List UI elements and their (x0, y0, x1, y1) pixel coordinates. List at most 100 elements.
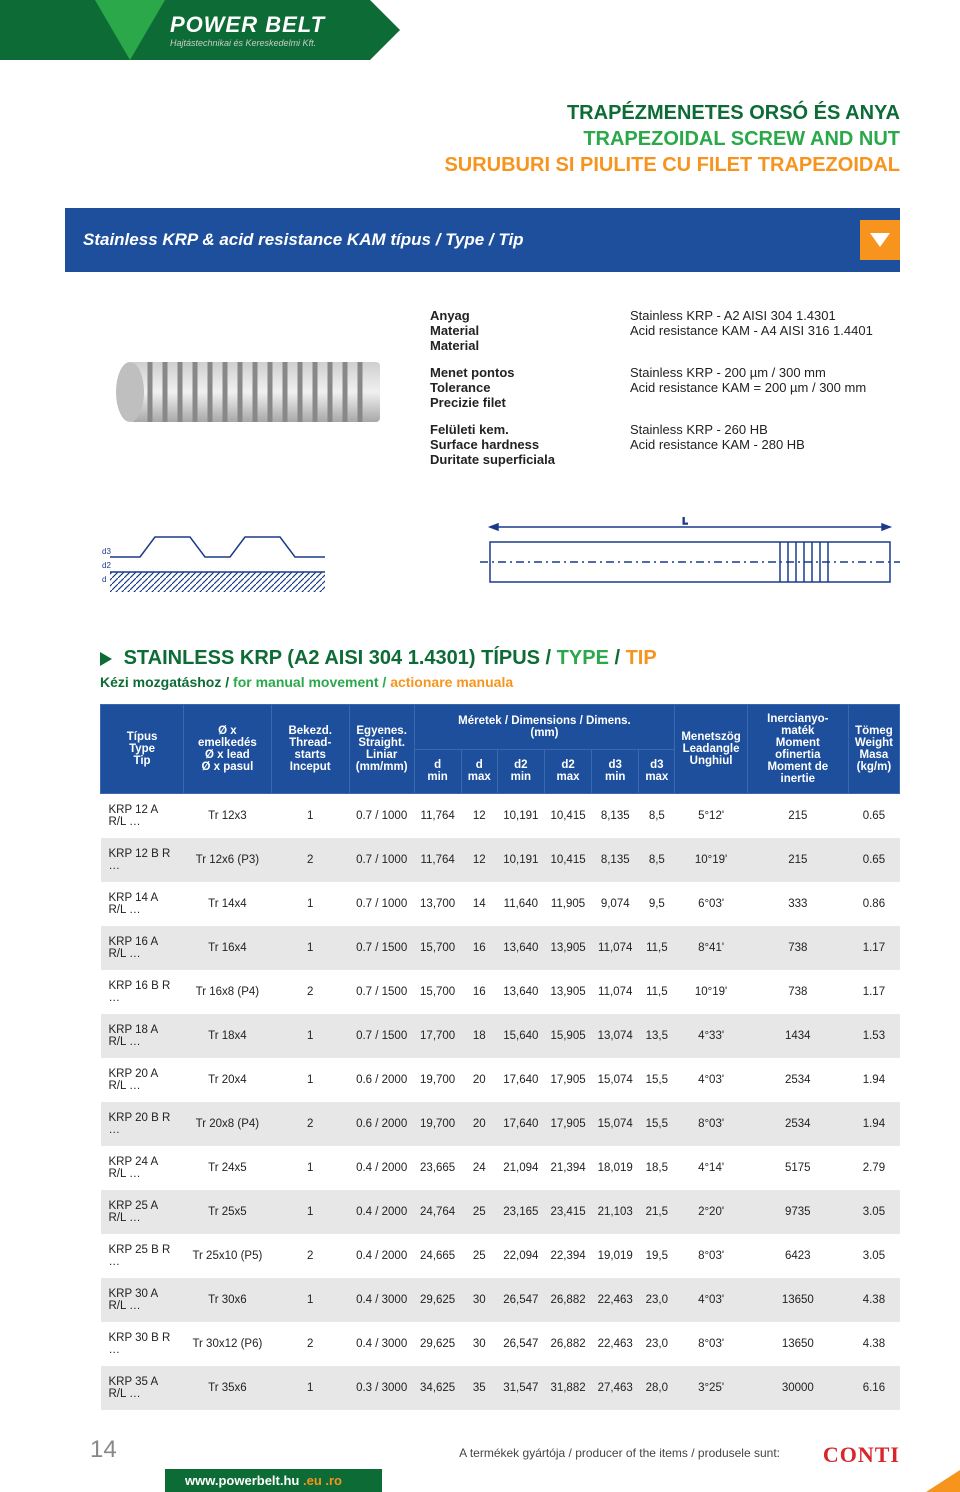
table-row: KRP 18 A R/L …Tr 18x410.7 / 150017,70018… (101, 1014, 900, 1058)
svg-text:d3: d3 (102, 547, 111, 556)
table-cell: Tr 25x5 (184, 1190, 272, 1234)
table-cell: KRP 16 B R … (101, 970, 184, 1014)
table-cell: 8,5 (639, 794, 675, 839)
table-cell: 15,5 (639, 1102, 675, 1146)
table-cell: KRP 25 A R/L … (101, 1190, 184, 1234)
title-ro: SURUBURI SI PIULITE CU FILET TRAPEZOIDAL (0, 152, 900, 178)
title-en: TRAPEZOIDAL SCREW AND NUT (0, 126, 900, 152)
page-number: 14 (90, 1436, 117, 1464)
spec-values: Stainless KRP - 260 HBAcid resistance KA… (630, 422, 900, 467)
table-cell: 0.4 / 2000 (349, 1146, 414, 1190)
table-cell: 0.4 / 3000 (349, 1278, 414, 1322)
table-cell: 0.4 / 2000 (349, 1190, 414, 1234)
table-cell: 1 (271, 1366, 349, 1410)
table-cell: 11,5 (639, 926, 675, 970)
table-cell: 0.3 / 3000 (349, 1366, 414, 1410)
table-cell: 4.38 (848, 1278, 899, 1322)
table-cell: 5°12' (675, 794, 747, 839)
table-cell: 8,5 (639, 838, 675, 882)
table-cell: 9,074 (592, 882, 639, 926)
table-cell: 25 (461, 1190, 497, 1234)
table-cell: KRP 25 B R … (101, 1234, 184, 1278)
table-cell: 4°14' (675, 1146, 747, 1190)
table-cell: 26,882 (544, 1322, 591, 1366)
table-cell: 14 (461, 882, 497, 926)
section-title-en: TYPE (557, 647, 609, 669)
footer: 14 A termékek gyártója / producer of the… (0, 1442, 960, 1492)
table-cell: 10,191 (497, 838, 544, 882)
table-cell: Tr 25x10 (P5) (184, 1234, 272, 1278)
table-cell: 13,5 (639, 1014, 675, 1058)
table-cell: KRP 24 A R/L … (101, 1146, 184, 1190)
table-cell: 13,640 (497, 970, 544, 1014)
table-cell: 0.4 / 2000 (349, 1234, 414, 1278)
spec-labels: Felületi kem.Surface hardnessDuritate su… (430, 422, 630, 467)
table-body: KRP 12 A R/L …Tr 12x310.7 / 100011,76412… (101, 794, 900, 1411)
table-cell: 2534 (747, 1102, 848, 1146)
table-cell: 15,640 (497, 1014, 544, 1058)
logo-block: POWER BELT Hajtástechnikai és Kereskedel… (170, 12, 325, 48)
table-cell: 24 (461, 1146, 497, 1190)
col-dim-sub: d2max (544, 749, 591, 794)
table-cell: 19,019 (592, 1234, 639, 1278)
logo-main: POWER BELT (170, 12, 325, 38)
table-cell: 16 (461, 926, 497, 970)
table-cell: 31,547 (497, 1366, 544, 1410)
table-cell: 10,415 (544, 838, 591, 882)
table-cell: Tr 20x4 (184, 1058, 272, 1102)
table-cell: 8°03' (675, 1102, 747, 1146)
table-cell: 1.17 (848, 926, 899, 970)
table-cell: Tr 12x6 (P3) (184, 838, 272, 882)
table-cell: 2°20' (675, 1190, 747, 1234)
spec-group: AnyagMaterialMaterialStainless KRP - A2 … (430, 302, 900, 359)
table-cell: 15,5 (639, 1058, 675, 1102)
table-cell: 23,0 (639, 1322, 675, 1366)
table-cell: 12 (461, 838, 497, 882)
table-cell: 2 (271, 1322, 349, 1366)
logo-sub: Hajtástechnikai és Kereskedelmi Kft. (170, 38, 325, 48)
table-cell: 4°33' (675, 1014, 747, 1058)
table-cell: 17,905 (544, 1102, 591, 1146)
table-cell: Tr 20x8 (P4) (184, 1102, 272, 1146)
table-cell: 4°03' (675, 1278, 747, 1322)
table-cell: 30000 (747, 1366, 848, 1410)
table-cell: 0.65 (848, 794, 899, 839)
table-row: KRP 20 A R/L …Tr 20x410.6 / 200019,70020… (101, 1058, 900, 1102)
table-cell: 18,019 (592, 1146, 639, 1190)
table-cell: KRP 14 A R/L … (101, 882, 184, 926)
table-cell: 4°03' (675, 1058, 747, 1102)
table-cell: 215 (747, 794, 848, 839)
table-cell: 13,905 (544, 926, 591, 970)
col-type: TípusTypeTip (101, 705, 184, 794)
table-cell: 26,547 (497, 1278, 544, 1322)
table-cell: 1.53 (848, 1014, 899, 1058)
spec-values: Stainless KRP - A2 AISI 304 1.4301Acid r… (630, 308, 900, 353)
spec-values: Stainless KRP - 200 µm / 300 mmAcid resi… (630, 365, 900, 410)
table-cell: 9735 (747, 1190, 848, 1234)
table-cell: 4.38 (848, 1322, 899, 1366)
table-cell: 13,700 (414, 882, 461, 926)
table-row: KRP 12 A R/L …Tr 12x310.7 / 100011,76412… (101, 794, 900, 839)
table-cell: 1.94 (848, 1102, 899, 1146)
table-cell: KRP 30 A R/L … (101, 1278, 184, 1322)
table-cell: 1.17 (848, 970, 899, 1014)
table-cell: 22,463 (592, 1322, 639, 1366)
table-cell: 19,700 (414, 1102, 461, 1146)
table-cell: Tr 30x6 (184, 1278, 272, 1322)
table-cell: 6°03' (675, 882, 747, 926)
table-cell: 215 (747, 838, 848, 882)
col-starts: Bekezd.Thread-startsInceput (271, 705, 349, 794)
page: POWER BELT Hajtástechnikai és Kereskedel… (0, 0, 960, 1492)
table-cell: 35 (461, 1366, 497, 1410)
table-cell: 15,905 (544, 1014, 591, 1058)
table-cell: Tr 18x4 (184, 1014, 272, 1058)
table-row: KRP 30 B R …Tr 30x12 (P6)20.4 / 300029,6… (101, 1322, 900, 1366)
screw-illustration (100, 302, 400, 482)
table-row: KRP 20 B R …Tr 20x8 (P4)20.6 / 200019,70… (101, 1102, 900, 1146)
col-dim-sub: dmax (461, 749, 497, 794)
rod-side-diagram: L (480, 517, 900, 612)
table-cell: 11,764 (414, 838, 461, 882)
spec-table: AnyagMaterialMaterialStainless KRP - A2 … (430, 302, 900, 482)
table-cell: 26,547 (497, 1322, 544, 1366)
table-cell: 738 (747, 926, 848, 970)
